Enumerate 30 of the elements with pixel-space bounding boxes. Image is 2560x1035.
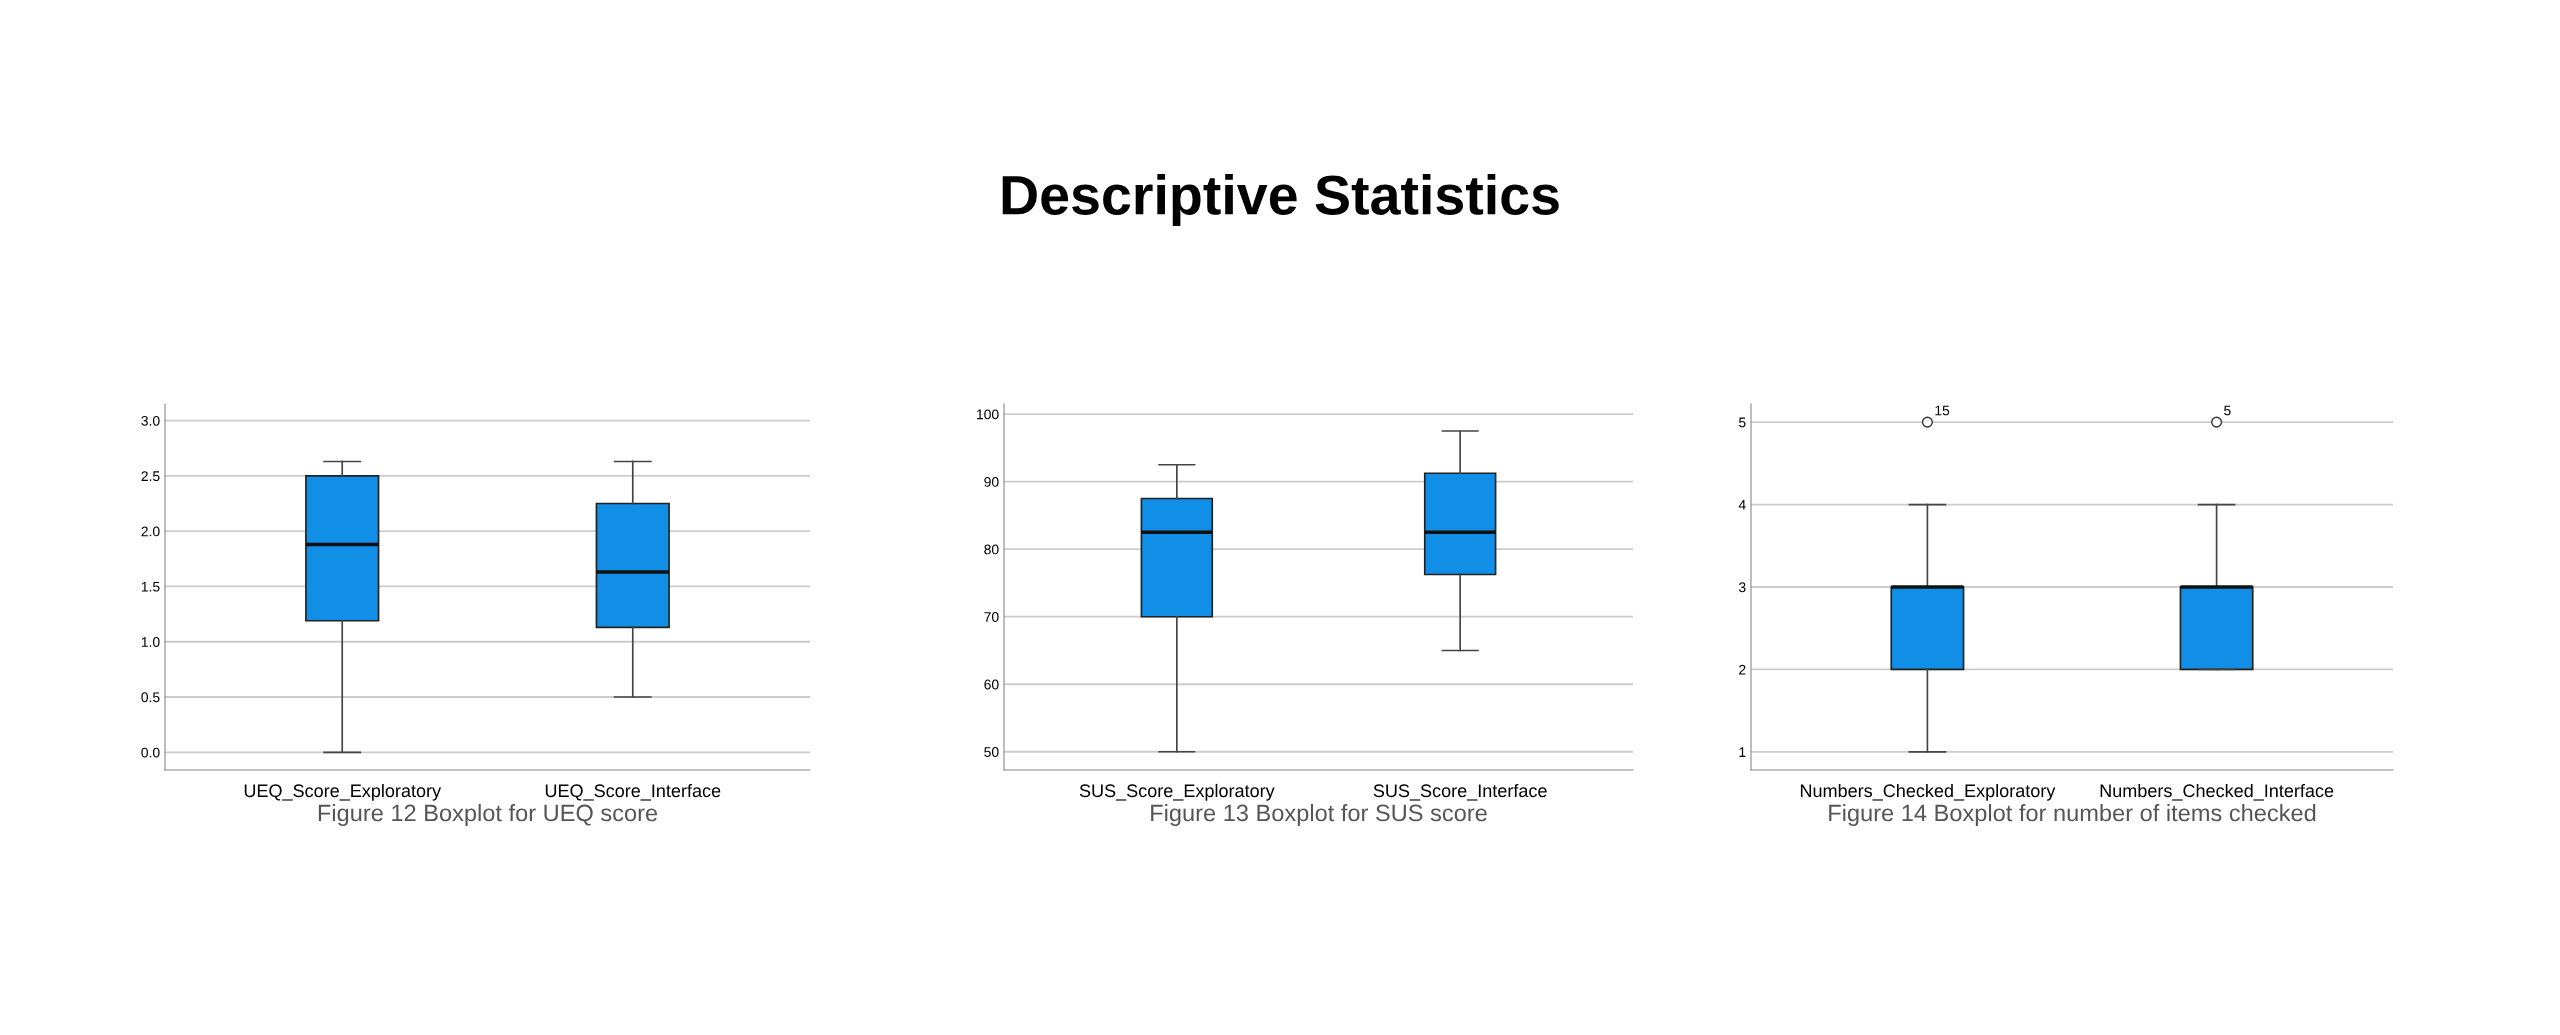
y-tick-label: 5: [1738, 417, 1746, 428]
x-tick-label: UEQ_Score_Exploratory: [244, 783, 442, 801]
y-tick-label: 80: [984, 544, 999, 555]
x-tick-label: SUS_Score_Exploratory: [1079, 783, 1275, 801]
caption: Figure 14 Boxplot for number of items checked: [1829, 803, 2316, 827]
caption: Figure 12 Boxplot for UEQ score: [318, 803, 658, 827]
y-tick-label: 0.0: [141, 747, 160, 758]
y-tick-label: 1.5: [141, 581, 160, 592]
y-tick-label: 2: [1739, 664, 1746, 675]
y-tick-label: 4: [1738, 500, 1746, 510]
y-tick-label: 1: [1739, 747, 1746, 757]
y-tick-label: 2.5: [141, 471, 160, 482]
y-tick-label: 3.0: [141, 415, 160, 426]
y-tick-label: 100: [977, 409, 999, 420]
y-tick-label: 2.0: [141, 526, 160, 537]
annotation: 15: [1935, 405, 1950, 416]
x-tick-label: SUS_Score_Interface: [1373, 783, 1547, 801]
y-tick-label: 3: [1738, 582, 1746, 593]
y-tick-label: 0.5: [141, 692, 160, 703]
x-tick-label: Numbers_Checked_Interface: [2100, 783, 2334, 801]
y-tick-label: 1.0: [141, 637, 160, 647]
y-tick-label: 50: [984, 747, 999, 757]
y-tick-label: 60: [984, 679, 999, 690]
y-tick-label: 90: [984, 476, 999, 487]
x-tick-label: UEQ_Score_Interface: [545, 783, 721, 801]
caption: Figure 13 Boxplot for SUS score: [1151, 803, 1487, 827]
annotation: 5: [2224, 405, 2231, 416]
chart-title: Descriptive Statistics: [1002, 174, 1559, 226]
y-tick-label: 70: [984, 612, 999, 622]
x-tick-label: Numbers_Checked_Exploratory: [1800, 783, 2056, 801]
